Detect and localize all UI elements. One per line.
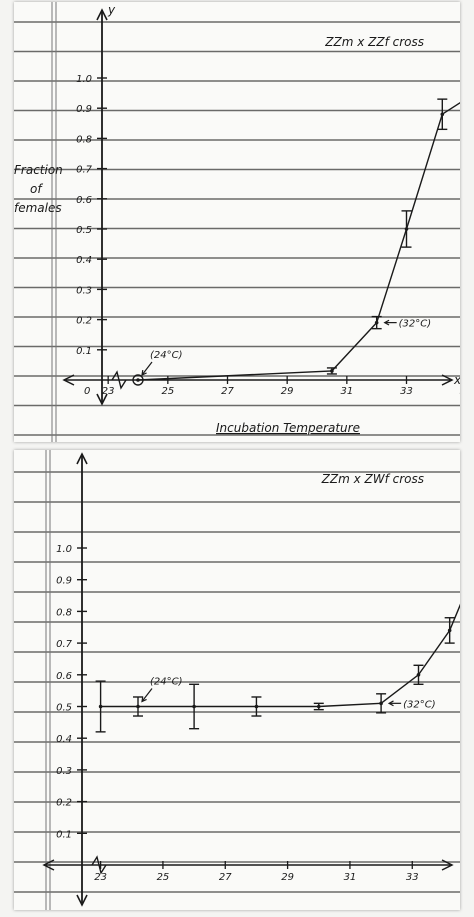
y-tick-label: 0.2: [76, 316, 92, 327]
y-axis-name: y: [107, 3, 116, 17]
series-line: [137, 101, 460, 381]
y-tick-label: 0.9: [56, 576, 72, 587]
y-tick-label: 0.5: [76, 225, 92, 236]
annotation-arrowhead: [387, 700, 394, 707]
x-tick-label: 23: [94, 872, 107, 883]
y-tick-label: 1.0: [76, 74, 92, 85]
annotation-arrowhead: [141, 369, 147, 376]
data-point: [416, 673, 421, 677]
chart-zwf: 0.1 0.2 0.3 0.4 0.5 0.6 0.7 0.8 0.9 1.0 23 25 27 29 31…: [14, 450, 460, 910]
x-tick-label: 27: [219, 872, 232, 883]
data-point: [330, 369, 334, 373]
y-axis-arrow-bottom: [96, 393, 108, 406]
x-tick-label: 29: [281, 872, 294, 883]
annotation-arrow: [141, 361, 153, 376]
x-tick-label: 31: [344, 872, 357, 883]
chart-title: ZZm x ZZf cross: [324, 35, 424, 49]
annotation-arrowhead: [383, 319, 390, 326]
x-axis-arrow: [441, 859, 454, 871]
y-tick-label: 0.5: [56, 703, 72, 714]
x-axis-arrow: [441, 374, 454, 386]
x-tick-label: 25: [157, 872, 170, 883]
y-axis-label: of: [30, 182, 43, 196]
axis-break: [111, 370, 127, 390]
data-point: [374, 320, 379, 325]
data-point: [404, 227, 409, 231]
data-point: [440, 112, 445, 117]
data-point: [192, 704, 196, 709]
y-tick-label: 1.0: [56, 544, 72, 555]
y-tick-label: 0.6: [76, 195, 92, 206]
chart-title: ZZm x ZWf cross: [321, 472, 424, 486]
y-tick-label: 0.3: [76, 285, 92, 296]
x-axis-label: Incubation Temperature: [216, 421, 360, 435]
data-point: [136, 378, 140, 382]
origin-label: 0: [84, 386, 90, 397]
x-tick-label: 25: [161, 386, 174, 397]
x-tick-label: 33: [400, 386, 413, 397]
data-point: [254, 704, 259, 709]
y-tick-label: 0.9: [76, 104, 92, 115]
x-tick-label: 23: [102, 386, 115, 397]
annotation-arrowhead: [141, 696, 147, 703]
y-tick-label: 0.1: [56, 829, 72, 840]
y-tick-label: 0.7: [56, 639, 73, 650]
y-tick-label: 0.7: [76, 165, 93, 176]
y-axis-arrow-bottom: [76, 894, 88, 907]
y-axis-label: Fraction: [14, 163, 63, 177]
y-tick-label: 0.1: [76, 346, 92, 357]
data-point: [136, 704, 140, 709]
y-tick-label: 0.6: [56, 671, 72, 682]
x-tick-label: 29: [281, 386, 294, 397]
x-axis-arrow-left: [42, 859, 55, 871]
chart-zzf: 0.1 0.2 0.3 0.4 0.5 0.6 0.7 0.8 0.9 1.0 23 25 27 29 31…: [14, 2, 460, 442]
y-axis-label: females: [14, 201, 62, 215]
y-tick-label: 0.3: [56, 766, 72, 777]
annotation-label: (24°C): [150, 350, 183, 361]
chart-panel-zzf: 0.1 0.2 0.3 0.4 0.5 0.6 0.7 0.8 0.9 1.0 23 25 27 29 31…: [14, 2, 460, 442]
x-axis-arrow-left: [62, 374, 75, 386]
data-point: [379, 701, 383, 706]
x-tick-label: 31: [340, 386, 353, 397]
data-point: [316, 704, 321, 709]
y-tick-label: 0.8: [76, 134, 92, 145]
chart-panel-zwf: 0.1 0.2 0.3 0.4 0.5 0.6 0.7 0.8 0.9 1.0 23 25 27 29 31…: [14, 450, 460, 910]
y-tick-label: 0.4: [56, 734, 72, 745]
y-axis-arrow: [76, 452, 88, 465]
annotation-arrow: [141, 688, 153, 702]
x-axis-name: x: [453, 373, 460, 387]
x-tick-label: 27: [221, 386, 234, 397]
annotation-label: (32°C): [403, 699, 436, 710]
series-line: [100, 603, 460, 708]
data-point: [447, 628, 452, 633]
y-axis-arrow: [96, 8, 108, 21]
axis-break: [91, 855, 107, 875]
data-point: [98, 704, 103, 709]
y-tick-label: 0.4: [76, 255, 92, 266]
y-tick-label: 0.2: [56, 798, 72, 809]
y-tick-label: 0.8: [56, 607, 72, 618]
annotation-label: (24°C): [150, 677, 183, 688]
annotation-label: (32°C): [399, 319, 432, 330]
x-tick-label: 33: [406, 872, 419, 883]
circled-point: [132, 374, 144, 386]
